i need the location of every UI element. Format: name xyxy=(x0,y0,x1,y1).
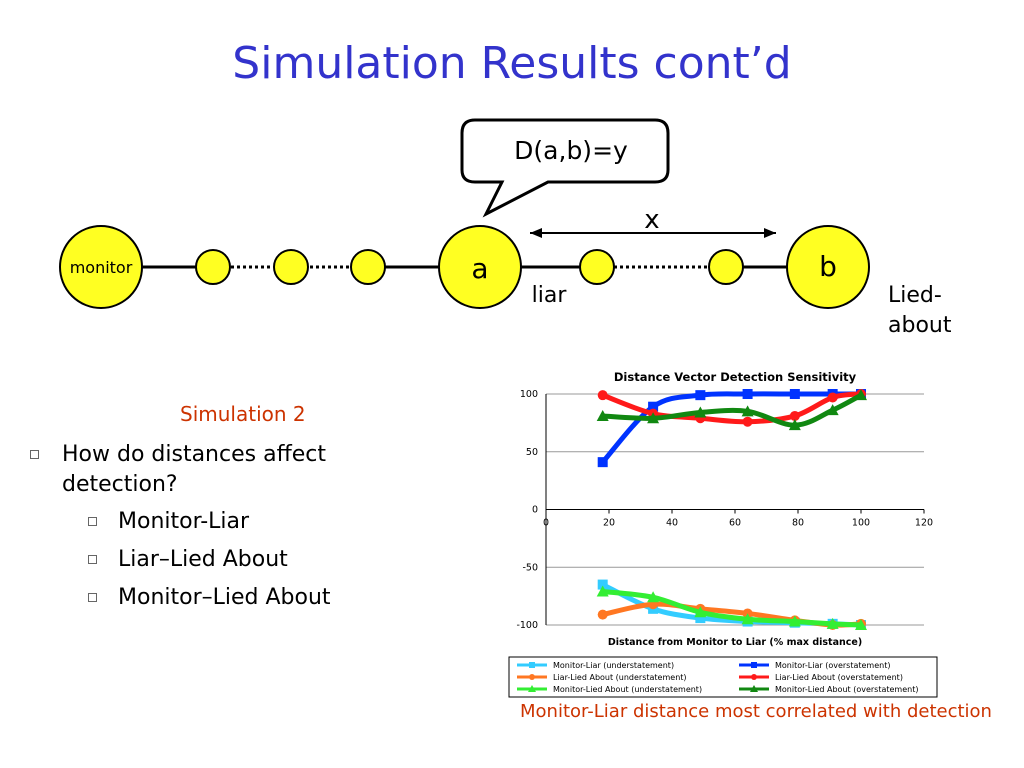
y-tick-label: 0 xyxy=(532,505,538,516)
lied-about-label-line2: about xyxy=(888,313,952,338)
data-point xyxy=(741,613,754,625)
bullet-item: How do distances affect detection? xyxy=(28,440,408,499)
data-point xyxy=(597,457,608,468)
data-point xyxy=(695,390,706,401)
node-a xyxy=(438,225,522,309)
y-tick-label: 50 xyxy=(526,447,538,458)
y-tick-label: -100 xyxy=(516,620,538,631)
simulation-subtitle: Simulation 2 xyxy=(180,402,306,426)
legend-label: Liar-Lied About (overstatement) xyxy=(775,673,903,682)
square-bullet-icon xyxy=(88,592,97,602)
square-bullet-icon xyxy=(88,555,97,565)
intermediate-node xyxy=(195,249,231,285)
lied-about-label-line1: Lied- xyxy=(888,283,942,308)
data-point xyxy=(529,674,535,680)
data-point xyxy=(742,389,753,399)
x-arrow-right-head xyxy=(764,228,776,238)
legend-label: Monitor-Liar (understatement) xyxy=(553,661,674,670)
sub-bullet-item: Liar–Lied About xyxy=(28,545,408,575)
network-diagram: D(a,b)=y x monitor a b liar Lied- about xyxy=(59,118,952,338)
data-point xyxy=(741,405,754,417)
bullet-text: Monitor–Lied About xyxy=(118,584,331,610)
liar-label: liar xyxy=(532,283,568,308)
data-point xyxy=(694,406,707,418)
legend-label: Liar-Lied About (understatement) xyxy=(553,673,687,682)
chart-background xyxy=(505,365,945,700)
square-bullet-icon xyxy=(30,450,39,459)
node-b xyxy=(786,225,870,309)
intermediate-node xyxy=(350,249,386,285)
data-point xyxy=(855,619,867,630)
intermediate-node xyxy=(708,249,744,285)
x-tick-label: 20 xyxy=(603,518,615,529)
x-arrow-left-head xyxy=(530,228,542,238)
data-point xyxy=(528,685,536,692)
x-axis-label: Distance from Monitor to Liar (% max dis… xyxy=(608,637,862,648)
intermediate-node xyxy=(273,249,309,285)
chart-caption: Monitor-Liar distance most correlated wi… xyxy=(520,701,992,722)
sub-bullet-item: Monitor-Liar xyxy=(28,507,408,537)
x-tick-label: 40 xyxy=(666,518,678,529)
square-bullet-icon xyxy=(88,517,97,527)
x-tick-label: 80 xyxy=(792,518,804,529)
data-point xyxy=(596,585,609,597)
legend-label: Monitor-Lied About (understatement) xyxy=(553,685,702,694)
monitor-label: monitor xyxy=(70,258,133,277)
x-label: x xyxy=(644,205,659,235)
legend-label: Monitor-Lied About (overstatement) xyxy=(775,685,918,694)
chart-title: Distance Vector Detection Sensitivity xyxy=(614,370,857,384)
y-tick-label: 100 xyxy=(520,389,538,400)
data-point xyxy=(788,419,801,431)
bullet-text: Liar–Lied About xyxy=(118,547,288,573)
data-point xyxy=(647,412,660,424)
speech-bubble xyxy=(460,118,670,218)
data-point xyxy=(788,615,801,627)
data-point xyxy=(750,685,758,692)
legend-box xyxy=(508,656,938,698)
data-point xyxy=(827,392,838,403)
data-point xyxy=(597,609,608,620)
slide-title: Simulation Results cont’d xyxy=(232,38,792,89)
data-point xyxy=(751,674,757,680)
bullet-list: How do distances affect detection? Monit… xyxy=(28,440,408,620)
data-point xyxy=(647,591,660,603)
data-point xyxy=(597,390,608,401)
y-tick-label: -50 xyxy=(522,562,538,573)
data-point xyxy=(694,606,707,618)
data-point xyxy=(648,401,659,412)
data-point xyxy=(529,662,535,668)
node-b-label: b xyxy=(819,250,837,283)
x-tick-label: 60 xyxy=(729,518,741,529)
data-point xyxy=(751,662,757,668)
detection-sensitivity-chart: Distance Vector Detection Sensitivity 100… xyxy=(505,365,945,700)
bullet-text: How do distances affect detection? xyxy=(62,442,326,497)
monitor-node xyxy=(59,225,143,309)
data-point xyxy=(855,389,867,401)
bullet-text: Monitor-Liar xyxy=(118,509,250,535)
intermediate-node xyxy=(579,249,615,285)
data-point xyxy=(742,416,753,427)
data-point xyxy=(695,613,706,624)
data-point xyxy=(789,389,800,399)
data-point xyxy=(597,579,608,590)
x-tick-label: 0 xyxy=(543,518,549,529)
data-point xyxy=(826,617,839,629)
data-point xyxy=(789,410,800,421)
legend-label: Monitor-Liar (overstatement) xyxy=(775,661,890,670)
sub-bullet-item: Monitor–Lied About xyxy=(28,583,408,613)
x-tick-label: 120 xyxy=(915,518,933,529)
speech-bubble-text: D(a,b)=y xyxy=(514,136,628,165)
x-tick-label: 100 xyxy=(852,518,870,529)
data-point xyxy=(596,409,609,421)
data-point xyxy=(826,404,839,416)
node-a-label: a xyxy=(471,252,488,285)
